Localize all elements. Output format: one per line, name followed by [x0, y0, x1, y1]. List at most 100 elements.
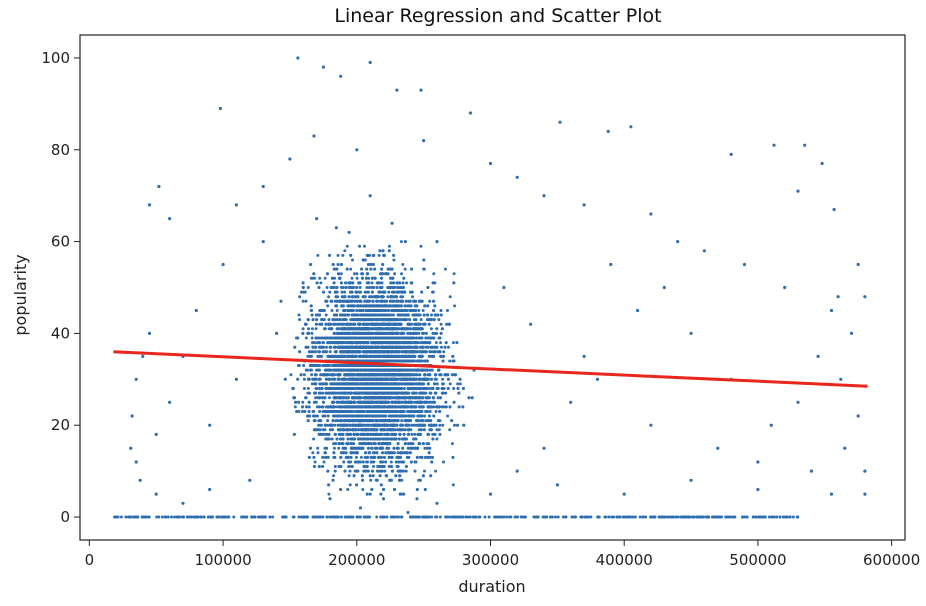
scatter-point	[832, 207, 836, 212]
scatter-point	[234, 203, 238, 207]
scatter-point	[468, 111, 472, 115]
scatter-point	[649, 423, 653, 427]
scatter-point	[339, 74, 343, 78]
scatter-point	[310, 373, 314, 377]
scatter-point	[330, 437, 334, 441]
scatter-point	[796, 189, 800, 193]
scatter-point	[820, 161, 824, 166]
scatter-point	[401, 263, 405, 266]
scatter-point	[302, 364, 306, 367]
scatter-point	[542, 446, 546, 450]
scatter-point	[333, 423, 337, 427]
scatter-point	[393, 272, 397, 276]
scatter-point	[304, 299, 308, 303]
scatter-point	[314, 327, 318, 331]
scatter-point	[458, 382, 462, 386]
scatter-point	[316, 451, 320, 455]
scatter-point	[348, 469, 352, 473]
scatter-point	[336, 423, 340, 427]
scatter-point	[629, 125, 633, 129]
scatter-point	[339, 272, 343, 276]
scatter-point	[411, 295, 414, 299]
scatter-point	[434, 423, 438, 427]
scatter-point	[154, 492, 158, 496]
scatter-point	[321, 341, 325, 345]
scatter-point	[275, 331, 279, 335]
scatter-point	[261, 184, 265, 189]
scatter-point	[351, 258, 354, 262]
scatter-point	[306, 387, 310, 390]
scatter-point	[443, 405, 447, 409]
scatter-point	[622, 492, 626, 496]
scatter-point	[313, 276, 317, 280]
scatter-point	[442, 350, 446, 354]
scatter-point	[324, 313, 328, 317]
scatter-point	[441, 423, 445, 427]
scatter-point	[435, 437, 439, 441]
scatter-point	[157, 184, 161, 189]
scatter-point	[367, 276, 371, 280]
scatter-point	[349, 267, 353, 271]
scatter-point	[423, 446, 427, 450]
scatter-point	[353, 272, 356, 276]
scatter-point	[381, 487, 386, 492]
scatter-point	[335, 309, 339, 312]
scatter-point	[443, 267, 447, 271]
scatter-point	[569, 400, 573, 404]
scatter-point	[368, 194, 372, 198]
scatter-point	[387, 290, 391, 294]
scatter-point	[595, 377, 600, 381]
scatter-point	[729, 152, 733, 156]
scatter-point	[515, 469, 519, 473]
scatter-point	[769, 423, 773, 427]
scatter-point	[141, 354, 145, 358]
scatter-point	[440, 345, 443, 349]
scatter-point	[428, 368, 432, 372]
scatter-point	[341, 253, 345, 257]
scatter-point	[358, 286, 362, 289]
scatter-point	[363, 244, 366, 248]
scatter-point	[333, 465, 337, 468]
scatter-point	[676, 240, 680, 244]
scatter-point	[312, 437, 316, 441]
scatter-point	[796, 400, 800, 404]
scatter-point	[609, 262, 613, 267]
scatter-point	[307, 327, 311, 331]
scatter-point	[421, 309, 425, 312]
scatter-point	[403, 428, 407, 432]
scatter-point	[456, 382, 460, 386]
scatter-point	[438, 423, 442, 427]
scatter-point	[849, 331, 854, 335]
scatter-point	[582, 354, 586, 358]
scatter-point	[448, 295, 452, 299]
scatter-point	[338, 423, 342, 427]
scatter-point	[558, 120, 562, 124]
scatter-point	[414, 373, 418, 377]
scatter-point	[410, 322, 414, 326]
scatter-point	[336, 322, 340, 326]
scatter-point	[529, 322, 533, 326]
scatter-point	[293, 405, 297, 409]
scatter-point	[809, 469, 814, 473]
scatter-point	[208, 423, 212, 427]
scatter-point	[319, 336, 323, 340]
scatter-point	[422, 139, 426, 143]
scatter-point	[288, 157, 292, 161]
scatter-point	[309, 276, 313, 280]
scatter-point	[649, 212, 653, 216]
scatter-point	[349, 318, 353, 322]
scatter-point	[300, 410, 304, 413]
scatter-point	[378, 469, 382, 473]
scatter-point	[756, 460, 760, 464]
scatter-point	[322, 460, 326, 464]
scatter-point	[138, 478, 142, 482]
scatter-point	[234, 377, 238, 381]
scatter-point	[662, 285, 666, 290]
scatter-point	[337, 446, 341, 450]
scatter-point	[383, 469, 387, 473]
scatter-point	[297, 410, 301, 413]
scatter-point	[304, 336, 308, 340]
scatter-point	[772, 143, 776, 147]
scatter-point	[134, 377, 138, 381]
scatter-point	[261, 240, 265, 244]
